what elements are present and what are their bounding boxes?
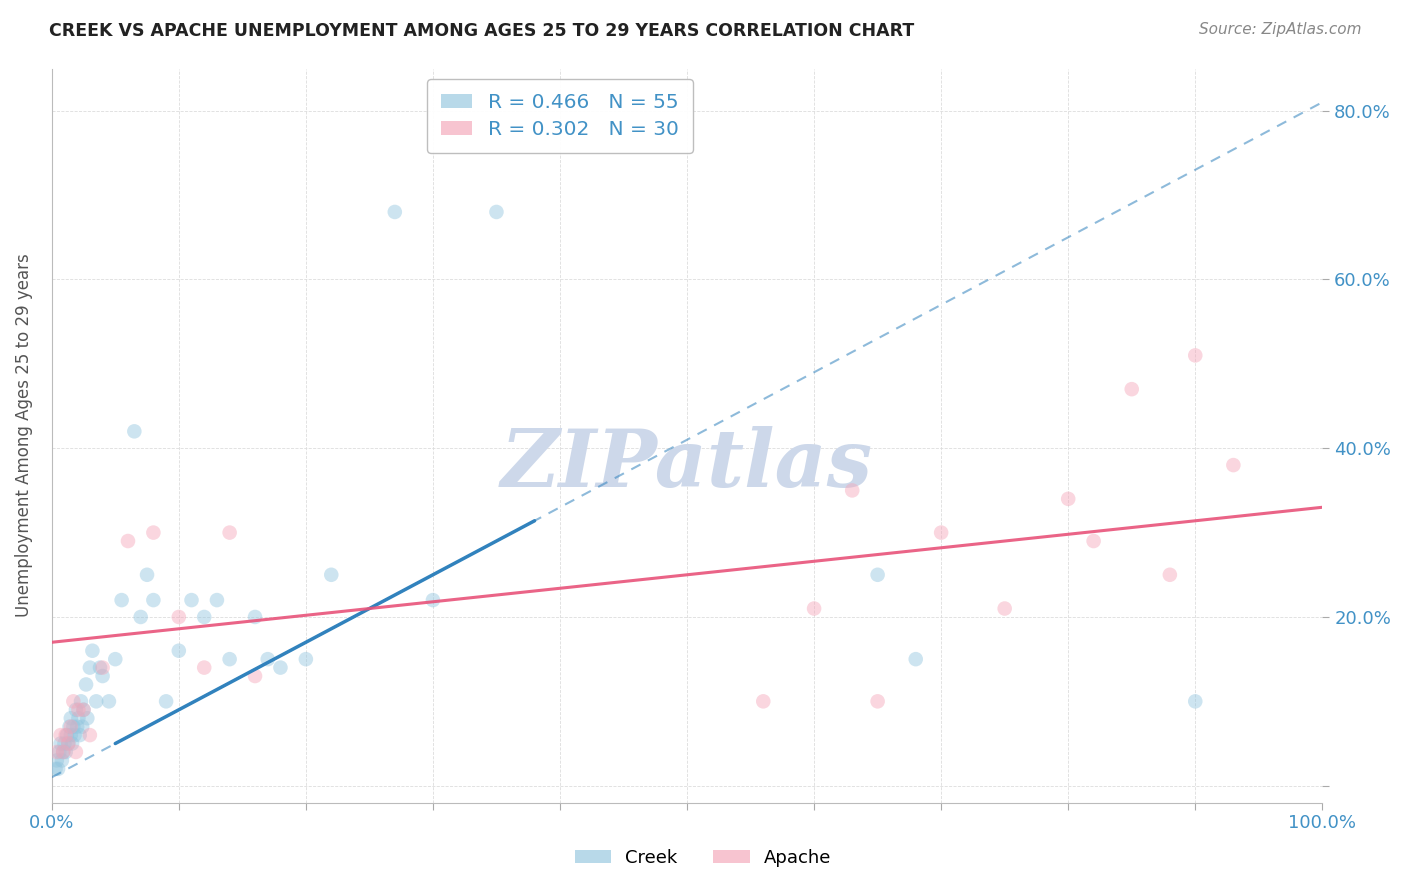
- Point: [1222, 458, 1244, 472]
- Point: [66, 720, 89, 734]
- Point: [72, 703, 94, 717]
- Point: [55, 745, 77, 759]
- Point: [58, 720, 80, 734]
- Point: [45, 745, 67, 759]
- Point: [46, 762, 69, 776]
- Point: [59, 728, 82, 742]
- Point: [59, 711, 82, 725]
- Point: [48, 745, 70, 759]
- Point: [243, 610, 266, 624]
- Point: [841, 483, 863, 498]
- Point: [76, 711, 98, 725]
- Point: [79, 728, 101, 742]
- Point: [45, 762, 67, 776]
- Point: [111, 593, 134, 607]
- Point: [803, 601, 825, 615]
- Point: [65, 703, 87, 717]
- Point: [52, 745, 75, 759]
- Point: [269, 660, 291, 674]
- Point: [58, 737, 80, 751]
- Point: [218, 525, 240, 540]
- Point: [422, 593, 444, 607]
- Point: [70, 694, 93, 708]
- Point: [82, 644, 104, 658]
- Point: [929, 525, 952, 540]
- Point: [155, 694, 177, 708]
- Point: [117, 534, 139, 549]
- Point: [167, 644, 190, 658]
- Point: [485, 205, 508, 219]
- Point: [59, 720, 82, 734]
- Point: [142, 525, 165, 540]
- Point: [295, 652, 318, 666]
- Point: [69, 728, 91, 742]
- Point: [58, 737, 80, 751]
- Point: [904, 652, 927, 666]
- Point: [70, 720, 93, 734]
- Point: [60, 737, 83, 751]
- Point: [55, 728, 77, 742]
- Text: ZIPatlas: ZIPatlas: [501, 426, 873, 504]
- Point: [180, 593, 202, 607]
- Point: [49, 737, 72, 751]
- Point: [256, 652, 278, 666]
- Point: [75, 677, 97, 691]
- Point: [65, 745, 87, 759]
- Y-axis label: Unemployment Among Ages 25 to 29 years: Unemployment Among Ages 25 to 29 years: [15, 253, 32, 617]
- Point: [193, 660, 215, 674]
- Point: [89, 660, 111, 674]
- Point: [1121, 382, 1143, 396]
- Text: Source: ZipAtlas.com: Source: ZipAtlas.com: [1198, 22, 1361, 37]
- Point: [84, 694, 107, 708]
- Point: [97, 694, 120, 708]
- Point: [104, 652, 127, 666]
- Point: [1057, 491, 1080, 506]
- Point: [1083, 534, 1105, 549]
- Point: [218, 652, 240, 666]
- Point: [63, 728, 86, 742]
- Point: [866, 567, 889, 582]
- Point: [51, 753, 73, 767]
- Point: [67, 711, 90, 725]
- Point: [142, 593, 165, 607]
- Point: [1184, 694, 1206, 708]
- Point: [91, 660, 114, 674]
- Point: [167, 610, 190, 624]
- Point: [205, 593, 228, 607]
- Point: [1184, 348, 1206, 362]
- Point: [243, 669, 266, 683]
- Point: [866, 694, 889, 708]
- Point: [124, 425, 146, 439]
- Point: [136, 567, 159, 582]
- Legend: R = 0.466   N = 55, R = 0.302   N = 30: R = 0.466 N = 55, R = 0.302 N = 30: [427, 78, 693, 153]
- Point: [752, 694, 775, 708]
- Point: [129, 610, 152, 624]
- Point: [56, 728, 79, 742]
- Point: [45, 753, 67, 767]
- Text: CREEK VS APACHE UNEMPLOYMENT AMONG AGES 25 TO 29 YEARS CORRELATION CHART: CREEK VS APACHE UNEMPLOYMENT AMONG AGES …: [49, 22, 914, 40]
- Point: [994, 601, 1017, 615]
- Point: [52, 745, 75, 759]
- Point: [91, 669, 114, 683]
- Point: [67, 703, 90, 717]
- Point: [62, 720, 84, 734]
- Point: [321, 567, 343, 582]
- Point: [49, 728, 72, 742]
- Point: [384, 205, 406, 219]
- Point: [53, 737, 76, 751]
- Point: [193, 610, 215, 624]
- Point: [1159, 567, 1181, 582]
- Legend: Creek, Apache: Creek, Apache: [565, 839, 841, 876]
- Point: [72, 703, 94, 717]
- Point: [79, 660, 101, 674]
- Point: [62, 694, 84, 708]
